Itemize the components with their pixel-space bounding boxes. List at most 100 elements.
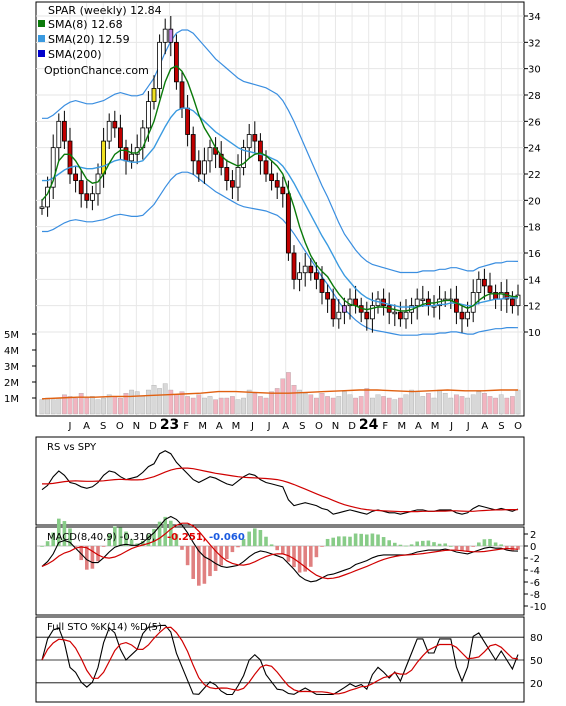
sto-axis-label: 80 [530, 633, 543, 644]
volume-bar [207, 396, 213, 415]
candle-body [392, 311, 398, 315]
candle-body [269, 173, 275, 181]
macd-label: MACD(8,40,9) -0.310, [47, 532, 155, 543]
candle-body [291, 252, 297, 280]
sma8-line [41, 65, 519, 312]
volume-bar [314, 397, 319, 415]
volume-bar [129, 389, 134, 415]
macd-histogram-bar [169, 520, 173, 546]
volume-bar [224, 397, 230, 415]
macd-histogram-bar [516, 546, 520, 550]
candle-body [336, 311, 342, 320]
volume-bar [342, 391, 347, 415]
volume-bar [45, 397, 50, 415]
macd-histogram-bar [79, 546, 83, 561]
macd-frame [35, 526, 525, 616]
macd-histogram-bar [325, 538, 330, 546]
macd-histogram-bar [359, 533, 363, 546]
sma8-swatch [38, 20, 45, 27]
volume-bar [280, 378, 286, 415]
candle-body [330, 298, 336, 320]
macd-histogram-bar [320, 546, 324, 547]
candle-body [39, 206, 45, 209]
macd-histogram-bar [493, 542, 498, 546]
sto-axis-label: 20 [530, 679, 543, 690]
rs-frame [35, 436, 525, 526]
macd-histogram-bar [342, 536, 347, 546]
price-axis-label: 30 [528, 65, 541, 76]
volume-bar [448, 397, 454, 415]
macd-histogram-bar [409, 544, 414, 546]
macd-histogram-bar [45, 541, 50, 546]
candle-body [50, 147, 56, 188]
volume-bar [241, 397, 246, 415]
volume-bar [358, 396, 364, 415]
volume-bar [465, 397, 470, 415]
month-label: F [382, 421, 388, 432]
month-label: A [216, 421, 223, 432]
macd-histogram-bar [286, 546, 291, 562]
volume-bar [297, 389, 302, 415]
month-label: S [498, 421, 504, 432]
volume-axis-label: 1M [4, 394, 19, 405]
volume-bar [90, 396, 95, 415]
chart-title: SPAR (weekly) 12.84 [48, 4, 162, 17]
candle-body [201, 160, 207, 175]
macd-histogram-bar [157, 521, 162, 546]
macd-histogram-bar [185, 546, 190, 566]
macd-histogram-bar [443, 543, 447, 546]
macd-histogram-bar [292, 546, 296, 568]
candle-body [145, 101, 151, 129]
macd-histogram-bar [275, 546, 279, 551]
sma8-label: SMA(8) 12.68 [48, 18, 123, 31]
candle-body [280, 186, 286, 195]
month-label: M [198, 421, 207, 432]
month-label: A [481, 421, 488, 432]
volume-bar [437, 389, 442, 415]
volume-bar [50, 399, 56, 415]
month-label: 24 [359, 417, 379, 433]
volume-bar [291, 385, 297, 415]
bollinger-upper [42, 29, 519, 274]
macd-histogram-bar [191, 546, 195, 579]
volume-bar [482, 393, 487, 415]
volume-bar [493, 397, 498, 415]
macd-value1: -0.251, [167, 532, 207, 543]
candle-body [190, 134, 196, 162]
volume-bar [392, 399, 398, 415]
macd-histogram-bar [297, 546, 302, 573]
candle-body [229, 180, 235, 188]
volume-bar [498, 394, 504, 415]
volume-bar [476, 391, 482, 415]
macd-histogram-bar [264, 536, 268, 546]
volume-bar [73, 397, 78, 415]
candle-body [235, 167, 241, 188]
candle-body [403, 311, 409, 320]
rs-label: RS vs SPY [47, 442, 97, 453]
macd-axis-label: -4 [530, 566, 540, 577]
volume-bar [230, 396, 235, 415]
month-label: J [250, 421, 254, 432]
price-axis-label: 26 [528, 117, 541, 128]
macd-axis-label: -6 [530, 578, 540, 589]
macd-histogram-bar [68, 528, 72, 546]
candle-body [420, 298, 426, 301]
candle-body [56, 120, 62, 149]
macd-histogram-bar [208, 546, 212, 577]
macd-histogram-bar [230, 546, 235, 553]
macd-histogram-bar [454, 546, 459, 550]
macd-histogram-bar [107, 533, 111, 546]
candle-body [297, 272, 303, 280]
bollinger-lower [42, 171, 519, 336]
sma200-label: SMA(200) [48, 48, 102, 61]
volume-bar [202, 397, 207, 415]
sto-k-line [41, 624, 519, 696]
volume-bar [454, 394, 459, 415]
sma20-label: SMA(20) 12.59 [48, 33, 130, 46]
volume-bar [364, 388, 370, 415]
rs-panel [41, 450, 519, 515]
macd-histogram-bar [225, 546, 229, 560]
month-label: J [267, 421, 271, 432]
candle-body [157, 41, 163, 89]
macd-histogram-bar [353, 533, 358, 546]
